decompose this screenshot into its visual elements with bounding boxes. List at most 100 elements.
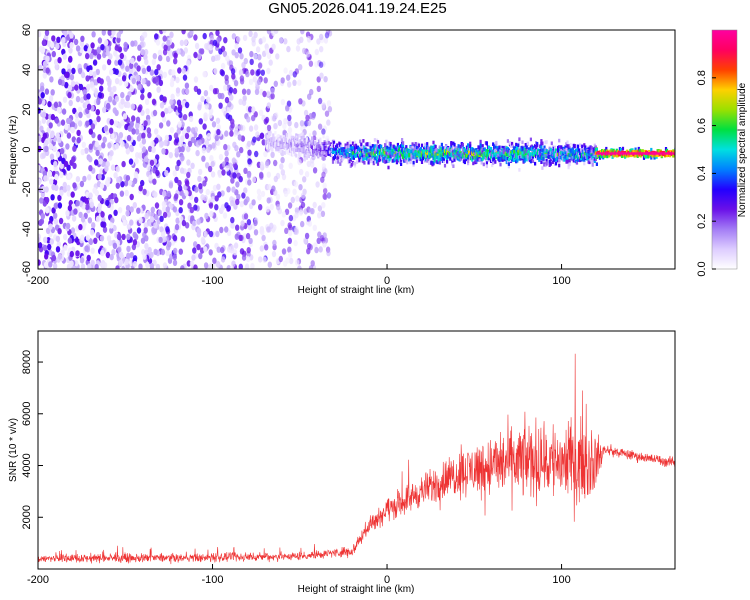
noise-cell [258,204,263,211]
noise-cell [244,263,250,269]
noise-cell [197,53,202,60]
ridge-cell [566,160,569,164]
noise-cell [107,96,113,103]
noise-cell [120,141,125,148]
ridge-cell [499,157,502,162]
ridge-cell [419,157,423,162]
noise-cell [166,39,171,47]
noise-cell [260,69,265,76]
noise-cell [72,162,77,169]
noise-cell [193,34,198,41]
noise-cell [151,58,156,66]
noise-cell [221,161,227,168]
noise-cell [40,191,46,198]
ridge-cell [405,145,408,149]
noise-cell [256,78,262,86]
noise-cell [231,33,237,40]
noise-cell [60,119,66,126]
noise-cell [48,261,53,268]
noise-cell [181,30,186,35]
noise-cell [88,156,93,163]
noise-cell [258,109,264,117]
noise-cell [80,148,85,156]
noise-cell [79,180,85,188]
noise-cell [78,83,84,91]
y-tick-label: 2000 [21,505,33,529]
noise-cell [173,132,179,139]
ridge-cell [557,148,560,153]
noise-cell [57,78,63,86]
ridge-cell [537,156,540,160]
ridge-cell [583,161,586,166]
noise-cell [97,173,102,180]
ridge-cell [269,132,272,137]
noise-cell [62,233,68,241]
noise-cell [116,176,121,183]
noise-cell [66,63,72,71]
noise-cell [239,146,244,154]
noise-cell [226,246,232,253]
ridge-cell [581,151,584,155]
noise-cell [177,185,183,192]
noise-cell [118,132,124,139]
noise-cell [292,71,297,78]
noise-cell [240,220,245,227]
ridge-cell [515,151,518,155]
noise-cell [176,48,181,55]
ridge-cell [518,137,521,141]
noise-cell [134,128,140,135]
noise-cell [75,200,80,207]
ridge-cell [590,146,593,150]
noise-cell [280,98,286,106]
ridge-cell [331,160,335,164]
noise-cell [79,40,85,47]
noise-cell [177,104,183,111]
ridge-cell [545,161,548,165]
noise-cell [304,232,310,240]
noise-cell [214,204,219,211]
noise-cell [84,198,90,206]
noise-cell [216,139,221,147]
noise-cell [190,162,195,169]
noise-cell [203,246,208,253]
noise-cell [299,168,304,176]
noise-cell [152,178,157,185]
noise-cell [55,246,61,253]
ridge-cell [295,140,298,144]
ridge-cell [361,146,364,150]
noise-cell [112,85,117,93]
noise-cell [117,207,123,214]
noise-cell [95,149,100,157]
ridge-cell [400,162,403,166]
noise-cell [208,112,213,119]
noise-cell [93,237,98,244]
noise-cell [170,93,175,101]
ridge-cell [673,150,675,154]
noise-cell [84,147,89,154]
ridge-cell [352,156,355,160]
ridge-cell [562,152,565,157]
noise-cell [164,170,169,177]
ridge-cell [384,143,387,147]
noise-cell [109,91,114,98]
noise-cell [106,102,111,110]
noise-cell [88,238,94,246]
noise-cell [75,45,81,52]
noise-cell [189,30,194,36]
x-tick-label: 0 [384,275,390,287]
noise-cell [220,62,226,70]
noise-cell [287,202,293,209]
noise-cell [278,37,284,44]
noise-cell [283,38,288,45]
noise-cell [43,175,48,182]
noise-cell [316,237,321,244]
noise-cell [145,261,150,269]
noise-cell [153,248,158,256]
noise-cell [158,79,164,87]
ridge-cell [588,160,591,165]
ridge-cell [285,134,288,138]
noise-cell [177,67,182,74]
noise-cell [129,85,134,93]
noise-cell [90,123,96,130]
noise-cell [150,140,155,148]
